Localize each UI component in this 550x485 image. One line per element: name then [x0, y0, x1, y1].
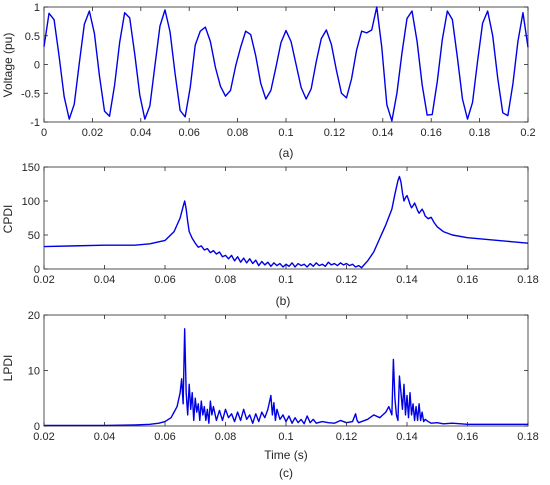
- cpdi-plot-area: 0.02 0.04 0.06 0.08 0.1 0.12 0.14 0.16 0.18 0 50 10…: [22, 162, 539, 286]
- cpdi-panel-caption: (b): [276, 294, 291, 308]
- voltage-x-tick-label: 0.12: [324, 127, 345, 139]
- voltage-x-tick-label: 0: [41, 127, 47, 139]
- voltage-x-tick-label: 0.2: [520, 127, 535, 139]
- cpdi-y-tick-label: 150: [22, 162, 40, 174]
- cpdi-y-tick-label: 0: [34, 264, 40, 276]
- cpdi-x-tick-label: 0.16: [457, 274, 478, 286]
- lpdi-y-tick-label: 0: [34, 421, 40, 433]
- lpdi-plot-area: 0.02 0.04 0.06 0.08 0.1 0.12 0.14 0.16 0.18 0 10 20: [28, 310, 539, 443]
- cpdi-x-tick-label: 0.02: [33, 274, 54, 286]
- cpdi-x-tick-label: 0.18: [517, 274, 538, 286]
- lpdi-panel-caption: (c): [279, 466, 293, 480]
- voltage-series-line: [43, 6, 529, 122]
- lpdi-x-tick-label: 0.04: [94, 431, 115, 443]
- voltage-y-tick-label: 1: [34, 2, 40, 14]
- cpdi-x-tick-label: 0.04: [94, 274, 115, 286]
- voltage-axes-box: [43, 6, 529, 123]
- voltage-plot-area: 0 0.02 0.04 0.06 0.08 0.1 0.12 0.14 0.16 0.18 0.2 -…: [21, 2, 536, 139]
- lpdi-x-tick-label: 0.18: [517, 431, 538, 443]
- voltage-y-tick-label: -0.5: [21, 88, 40, 100]
- voltage-x-tick-label: 0.1: [278, 127, 293, 139]
- cpdi-series-line: [43, 175, 529, 269]
- lpdi-series-line: [44, 328, 528, 427]
- lpdi-axes-box: [43, 314, 529, 427]
- lpdi-x-tick-label: 0.16: [457, 431, 478, 443]
- cpdi-x-tick-label: 0.1: [278, 274, 293, 286]
- lpdi-x-axis-label: Time (s): [264, 448, 308, 462]
- cpdi-axes-box: [43, 166, 529, 270]
- cpdi-x-tick-label: 0.14: [396, 274, 417, 286]
- cpdi-y-tick-label: 100: [22, 196, 40, 208]
- voltage-y-tick-label: 0: [34, 60, 40, 72]
- lpdi-x-tick-label: 0.02: [33, 431, 54, 443]
- voltage-x-tick-label: 0.16: [420, 127, 441, 139]
- cpdi-x-tick-label: 0.06: [154, 274, 175, 286]
- voltage-x-tick-label: 0.14: [372, 127, 393, 139]
- lpdi-x-tick-label: 0.14: [396, 431, 417, 443]
- lpdi-panel: 0.02 0.04 0.06 0.08 0.1 0.12 0.14 0.16 0.18 0 10 20…: [1, 310, 539, 480]
- cpdi-y-tick-label: 50: [28, 230, 40, 242]
- cpdi-x-tick-label: 0.08: [215, 274, 236, 286]
- voltage-x-tick-label: 0.18: [469, 127, 490, 139]
- voltage-x-tick-label: 0.06: [178, 127, 199, 139]
- voltage-y-axis-label: Voltage (pu): [1, 33, 15, 98]
- voltage-y-tick-label: 0.5: [25, 31, 40, 43]
- cpdi-panel: 0.02 0.04 0.06 0.08 0.1 0.12 0.14 0.16 0.18 0 50 10…: [1, 162, 539, 308]
- lpdi-x-tick-label: 0.06: [154, 431, 175, 443]
- voltage-panel-caption: (a): [279, 146, 294, 160]
- voltage-x-tick-label: 0.04: [130, 127, 151, 139]
- lpdi-y-axis-label: LPDI: [1, 355, 15, 382]
- cpdi-x-tick-label: 0.12: [336, 274, 357, 286]
- voltage-x-tick-label: 0.02: [82, 127, 103, 139]
- cpdi-y-axis-label: CPDI: [1, 205, 15, 234]
- voltage-y-tick-label: -1: [30, 117, 40, 129]
- lpdi-x-tick-label: 0.12: [336, 431, 357, 443]
- lpdi-x-tick-label: 0.1: [278, 431, 293, 443]
- lpdi-y-tick-label: 20: [28, 310, 40, 322]
- lpdi-y-tick-label: 10: [28, 366, 40, 378]
- lpdi-x-tick-label: 0.08: [215, 431, 236, 443]
- voltage-x-tick-label: 0.08: [227, 127, 248, 139]
- voltage-panel: 0 0.02 0.04 0.06 0.08 0.1 0.12 0.14 0.16 0.18 0.2 -…: [1, 2, 536, 160]
